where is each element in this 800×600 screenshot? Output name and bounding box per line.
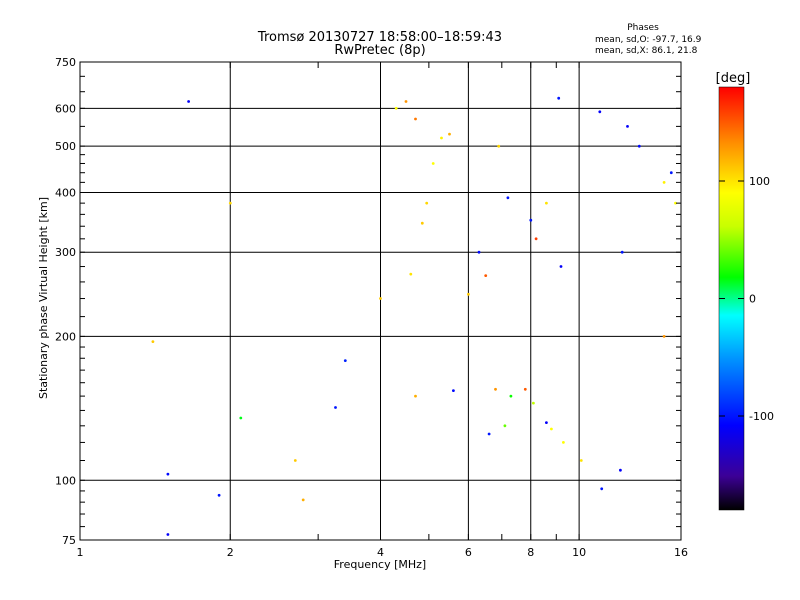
- scatter-points: [151, 96, 677, 536]
- scatter-point: [534, 237, 538, 241]
- scatter-point: [619, 468, 622, 472]
- x-tick-label: 4: [377, 546, 384, 559]
- scatter-point: [166, 472, 170, 476]
- scatter-point: [497, 144, 501, 148]
- scatter-point: [529, 218, 533, 222]
- scatter-point: [669, 171, 673, 175]
- stats-line-o: mean, sd,O: -97.7, 16.9: [595, 35, 702, 45]
- scatter-point: [448, 132, 451, 136]
- scatter-point: [562, 441, 565, 444]
- y-tick-label: 600: [55, 102, 76, 115]
- colorbar-label: [deg]: [716, 71, 751, 86]
- grid-lines: [80, 62, 681, 540]
- scatter-point: [559, 265, 563, 268]
- scatter-point: [557, 96, 561, 100]
- scatter-point: [228, 201, 232, 205]
- scatter-point: [414, 117, 417, 121]
- x-tick-label: 16: [674, 546, 688, 559]
- scatter-point: [620, 250, 624, 254]
- scatter-point: [550, 427, 553, 431]
- scatter-point: [414, 394, 417, 398]
- scatter-point: [503, 424, 507, 428]
- scatter-point: [598, 110, 602, 114]
- scatter-point: [579, 459, 583, 462]
- scatter-point: [420, 221, 424, 225]
- scatter-point: [379, 297, 382, 300]
- scatter-point: [662, 335, 666, 338]
- colorbar-tick-label: 0: [749, 293, 756, 306]
- x-ticks: 1 2 4 6 8 10 16: [77, 62, 688, 559]
- y-tick-label: 100: [55, 474, 76, 487]
- scatter-point: [484, 274, 488, 277]
- scatter-point: [523, 387, 527, 391]
- x-axis-label: Frequency [MHz]: [334, 558, 426, 571]
- scatter-point: [166, 533, 170, 536]
- stats-line-x: mean, sd,X: 86.1, 21.8: [595, 46, 698, 56]
- scatter-point: [532, 401, 535, 405]
- scatter-point: [452, 389, 455, 392]
- scatter-point: [509, 394, 513, 398]
- scatter-point: [409, 272, 413, 276]
- scatter-point: [477, 250, 481, 254]
- scatter-point: [301, 498, 305, 502]
- y-axis-label: Stationary phase Virtual Height [km]: [37, 197, 50, 399]
- scatter-point: [637, 144, 641, 148]
- x-tick-label: 6: [465, 546, 472, 559]
- y-tick-label: 500: [55, 140, 76, 153]
- y-tick-label: 200: [55, 330, 76, 343]
- scatter-point: [404, 100, 408, 103]
- scatter-point: [151, 340, 155, 343]
- scatter-point: [545, 201, 548, 205]
- scatter-point: [187, 100, 191, 103]
- scatter-point: [494, 387, 497, 391]
- colorbar-tick-label: 100: [749, 175, 770, 188]
- scatter-point: [425, 201, 429, 205]
- scatter-point: [662, 181, 666, 184]
- x-tick-label: 1: [77, 546, 84, 559]
- scatter-point: [343, 359, 347, 362]
- y-tick-label: 75: [62, 534, 76, 547]
- scatter-point: [674, 201, 677, 205]
- scatter-point: [293, 459, 297, 462]
- x-tick-label: 8: [527, 546, 534, 559]
- scatter-point: [394, 106, 398, 110]
- x-tick-label: 2: [227, 546, 234, 559]
- y-tick-label: 750: [55, 56, 76, 69]
- scatter-point: [239, 416, 243, 420]
- y-ticks: 75 100 200 300 400 500 600 750: [55, 56, 681, 547]
- scatter-point: [217, 493, 221, 497]
- chart-title: Tromsø 20130727 18:58:00–18:59:43: [257, 30, 502, 45]
- scatter-point: [467, 292, 470, 296]
- scatter-point: [626, 125, 629, 128]
- y-tick-label: 400: [55, 186, 76, 199]
- scatter-point: [545, 421, 548, 424]
- scatter-point: [334, 406, 337, 409]
- x-tick-label: 10: [572, 546, 586, 559]
- colorbar-ticks: -100 0 100: [719, 175, 774, 423]
- colorbar-tick-label: -100: [749, 410, 774, 423]
- scatter-point: [506, 196, 510, 200]
- chart-subtitle: RwPretec (8p): [334, 43, 425, 58]
- scatter-point: [487, 432, 491, 436]
- stats-heading: Phases: [627, 23, 659, 33]
- y-tick-label: 300: [55, 246, 76, 259]
- scatter-point: [600, 487, 604, 491]
- scatter-point: [431, 162, 435, 165]
- scatter-point: [440, 136, 443, 140]
